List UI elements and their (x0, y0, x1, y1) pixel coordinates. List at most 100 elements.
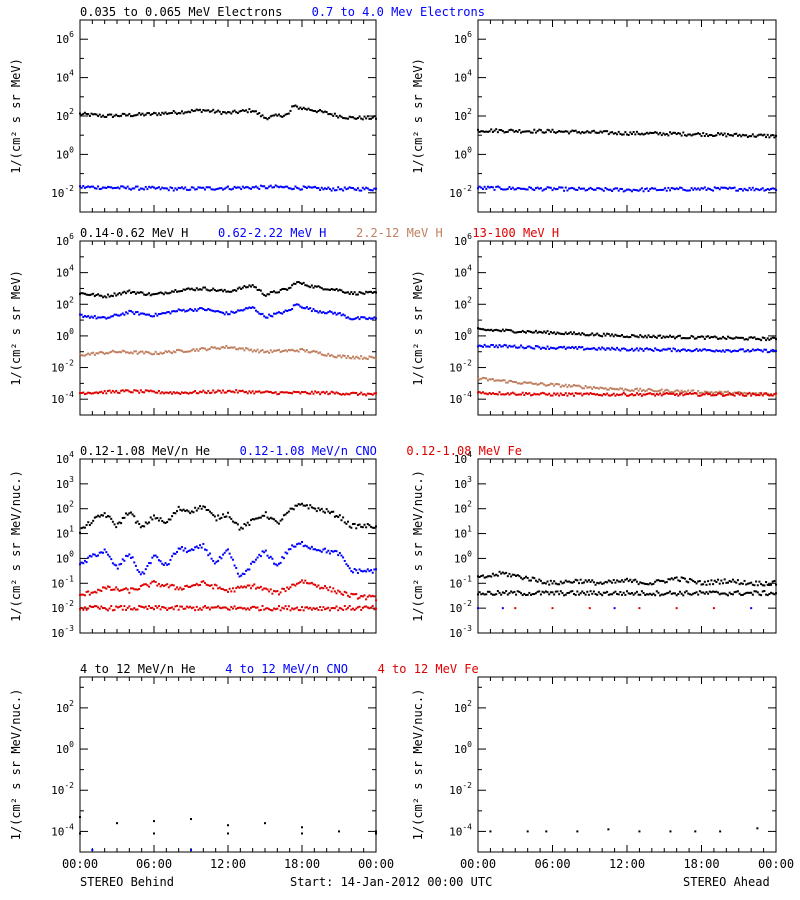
data-point (149, 606, 152, 609)
data-point (728, 591, 731, 594)
data-point (690, 578, 693, 581)
data-point (353, 317, 356, 320)
data-point (486, 345, 489, 348)
series-2 (79, 344, 377, 361)
data-point (276, 521, 279, 524)
data-point (171, 111, 174, 114)
data-point (650, 187, 653, 190)
data-point (635, 335, 638, 338)
data-point (113, 563, 116, 566)
data-point (338, 607, 341, 610)
data-point (735, 336, 738, 339)
data-point (491, 130, 494, 133)
data-point (143, 293, 146, 296)
data-point (287, 605, 290, 608)
data-point (309, 582, 312, 585)
data-point (361, 186, 364, 189)
y-tick-base: 10 (56, 702, 69, 715)
data-point (248, 584, 251, 587)
data-point (151, 293, 154, 296)
series-0 (79, 816, 377, 833)
data-point (340, 115, 343, 118)
data-point (299, 542, 302, 545)
data-point (282, 391, 285, 394)
data-point (254, 286, 257, 289)
data-point (604, 387, 607, 390)
data-point (368, 290, 371, 293)
data-point (760, 339, 763, 342)
data-point (551, 332, 554, 335)
data-point (573, 347, 576, 350)
data-point (80, 561, 83, 564)
data-point (143, 606, 146, 609)
data-point (123, 605, 126, 608)
data-point (315, 510, 318, 513)
data-point (682, 131, 685, 134)
data-point (654, 594, 657, 597)
data-point (200, 347, 203, 350)
data-point (515, 381, 518, 384)
data-point (536, 345, 539, 348)
data-point (621, 593, 624, 596)
data-point (302, 307, 305, 310)
data-point (284, 513, 287, 516)
data-point (375, 187, 377, 190)
data-point (218, 389, 221, 392)
data-point (510, 392, 513, 395)
data-point (223, 589, 226, 592)
data-point (309, 286, 312, 289)
data-point (269, 390, 272, 393)
data-point (577, 392, 580, 395)
y-tick-exponent: 2 (69, 699, 74, 708)
data-point (715, 590, 718, 593)
data-point (266, 118, 269, 121)
data-point (309, 547, 312, 550)
data-point (248, 306, 251, 309)
data-point (685, 337, 688, 340)
data-point (205, 309, 208, 312)
data-point (320, 186, 323, 189)
data-point (582, 187, 585, 190)
data-point (353, 188, 356, 191)
data-point (708, 336, 711, 339)
data-point (133, 350, 136, 353)
data-point (310, 350, 313, 353)
data-point (159, 517, 162, 520)
data-point (551, 189, 554, 192)
data-point (564, 392, 567, 395)
data-point (190, 109, 193, 112)
data-point (604, 348, 607, 351)
data-point (760, 583, 763, 586)
data-point (305, 504, 308, 507)
data-point (88, 593, 91, 596)
data-point (634, 578, 637, 581)
data-point (254, 185, 257, 188)
data-point (558, 394, 561, 397)
data-point (371, 393, 374, 396)
data-point (669, 830, 672, 833)
data-point (218, 517, 221, 520)
data-point (322, 354, 325, 357)
data-point (728, 393, 731, 396)
data-point (110, 588, 113, 591)
data-point (370, 189, 373, 192)
data-point (259, 391, 262, 394)
data-point (719, 830, 722, 833)
data-point (80, 313, 83, 316)
data-point (110, 186, 113, 189)
data-point (619, 335, 622, 338)
data-point (337, 609, 340, 612)
data-point (753, 393, 756, 396)
data-point (740, 348, 743, 351)
y-tick-exponent: -1 (64, 574, 74, 583)
data-point (320, 586, 323, 589)
data-point (243, 391, 246, 394)
data-point (304, 504, 307, 507)
data-point (289, 507, 292, 510)
data-point (238, 347, 241, 350)
data-point (529, 346, 532, 349)
data-point (702, 187, 705, 190)
data-point (161, 519, 164, 522)
data-point (88, 391, 91, 394)
